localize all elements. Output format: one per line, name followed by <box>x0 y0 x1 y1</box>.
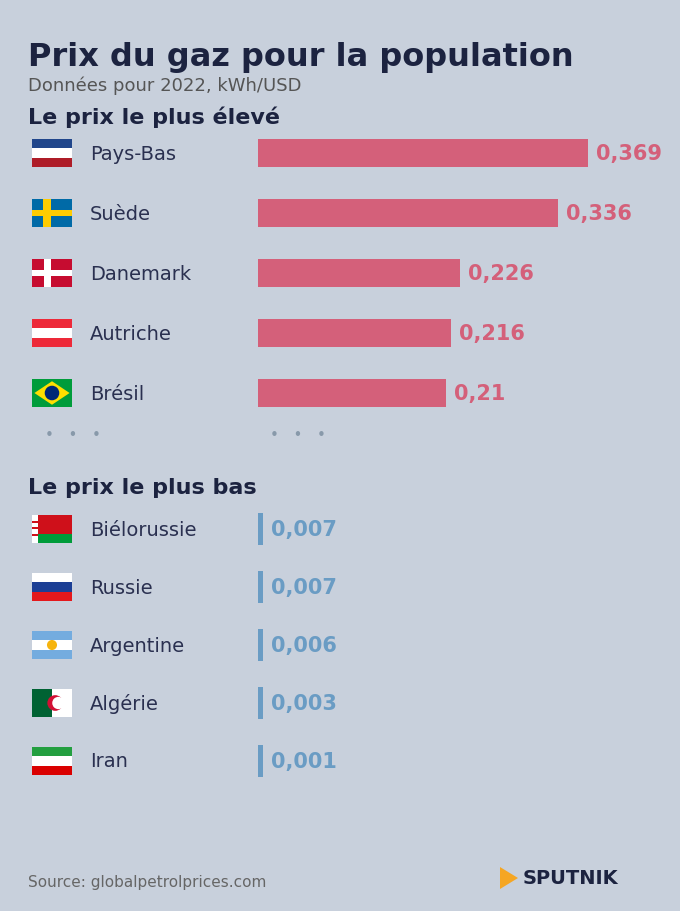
Bar <box>32 534 38 537</box>
Circle shape <box>45 386 59 401</box>
Text: Argentine: Argentine <box>90 636 185 655</box>
Text: Algérie: Algérie <box>90 693 159 713</box>
Bar <box>32 210 72 217</box>
Bar <box>258 320 451 348</box>
Bar <box>32 159 72 168</box>
Text: 0,216: 0,216 <box>459 323 525 343</box>
Bar <box>32 583 72 592</box>
Bar <box>32 149 72 159</box>
Text: 0,226: 0,226 <box>468 263 534 283</box>
Text: Le prix le plus bas: Le prix le plus bas <box>28 477 256 497</box>
Text: 0,001: 0,001 <box>271 752 337 771</box>
Bar <box>32 640 72 650</box>
Bar <box>32 516 72 534</box>
Circle shape <box>48 695 63 711</box>
Bar <box>258 260 460 288</box>
Text: 0,21: 0,21 <box>454 384 505 404</box>
Bar <box>44 200 51 228</box>
Text: Iran: Iran <box>90 752 128 771</box>
Circle shape <box>52 697 65 710</box>
Text: 0,336: 0,336 <box>566 204 632 224</box>
Bar <box>258 380 446 407</box>
Bar <box>32 140 72 149</box>
Bar <box>258 745 263 777</box>
Text: Le prix le plus élevé: Le prix le plus élevé <box>28 106 280 128</box>
Bar <box>32 271 72 277</box>
Text: •   •   •: • • • <box>270 428 326 443</box>
Text: Autriche: Autriche <box>90 324 172 343</box>
Polygon shape <box>35 382 69 405</box>
Bar <box>258 687 263 719</box>
Bar <box>32 573 72 583</box>
Text: 0,007: 0,007 <box>271 519 337 539</box>
Bar <box>258 630 263 661</box>
Bar <box>258 514 263 546</box>
Bar <box>258 571 263 603</box>
Text: Biélorussie: Biélorussie <box>90 520 197 539</box>
Bar <box>32 516 38 543</box>
Bar <box>32 534 72 543</box>
Text: Russie: Russie <box>90 578 152 597</box>
Bar <box>32 766 72 775</box>
Bar <box>32 631 72 640</box>
Bar <box>32 521 38 523</box>
Bar <box>32 747 72 775</box>
Bar <box>258 200 558 228</box>
Text: Brésil: Brésil <box>90 384 144 403</box>
Bar <box>52 690 72 717</box>
Bar <box>32 650 72 660</box>
Bar <box>32 260 72 288</box>
Text: 0,006: 0,006 <box>271 635 337 655</box>
Bar <box>32 200 72 228</box>
Bar <box>32 690 52 717</box>
Text: 0,007: 0,007 <box>271 578 337 598</box>
Polygon shape <box>500 867 518 889</box>
Bar <box>32 329 72 338</box>
Text: 0,003: 0,003 <box>271 693 337 713</box>
Bar <box>32 320 72 329</box>
Text: •   •   •: • • • <box>45 428 101 443</box>
Text: Pays-Bas: Pays-Bas <box>90 144 176 163</box>
Text: Prix du gaz pour la population: Prix du gaz pour la population <box>28 42 574 73</box>
Bar <box>44 260 51 288</box>
Bar <box>32 592 72 601</box>
Bar <box>32 527 38 529</box>
Text: 0,369: 0,369 <box>596 144 662 164</box>
Bar <box>32 380 72 407</box>
Text: Suède: Suède <box>90 204 151 223</box>
Text: Données pour 2022, kWh/USD: Données pour 2022, kWh/USD <box>28 76 301 95</box>
Bar <box>32 338 72 348</box>
Bar <box>258 140 588 168</box>
Text: Source: globalpetrolprices.com: Source: globalpetrolprices.com <box>28 874 267 889</box>
Text: SPUTNIK: SPUTNIK <box>523 868 619 887</box>
Bar <box>32 747 72 756</box>
Text: Danemark: Danemark <box>90 264 191 283</box>
Circle shape <box>47 640 57 650</box>
